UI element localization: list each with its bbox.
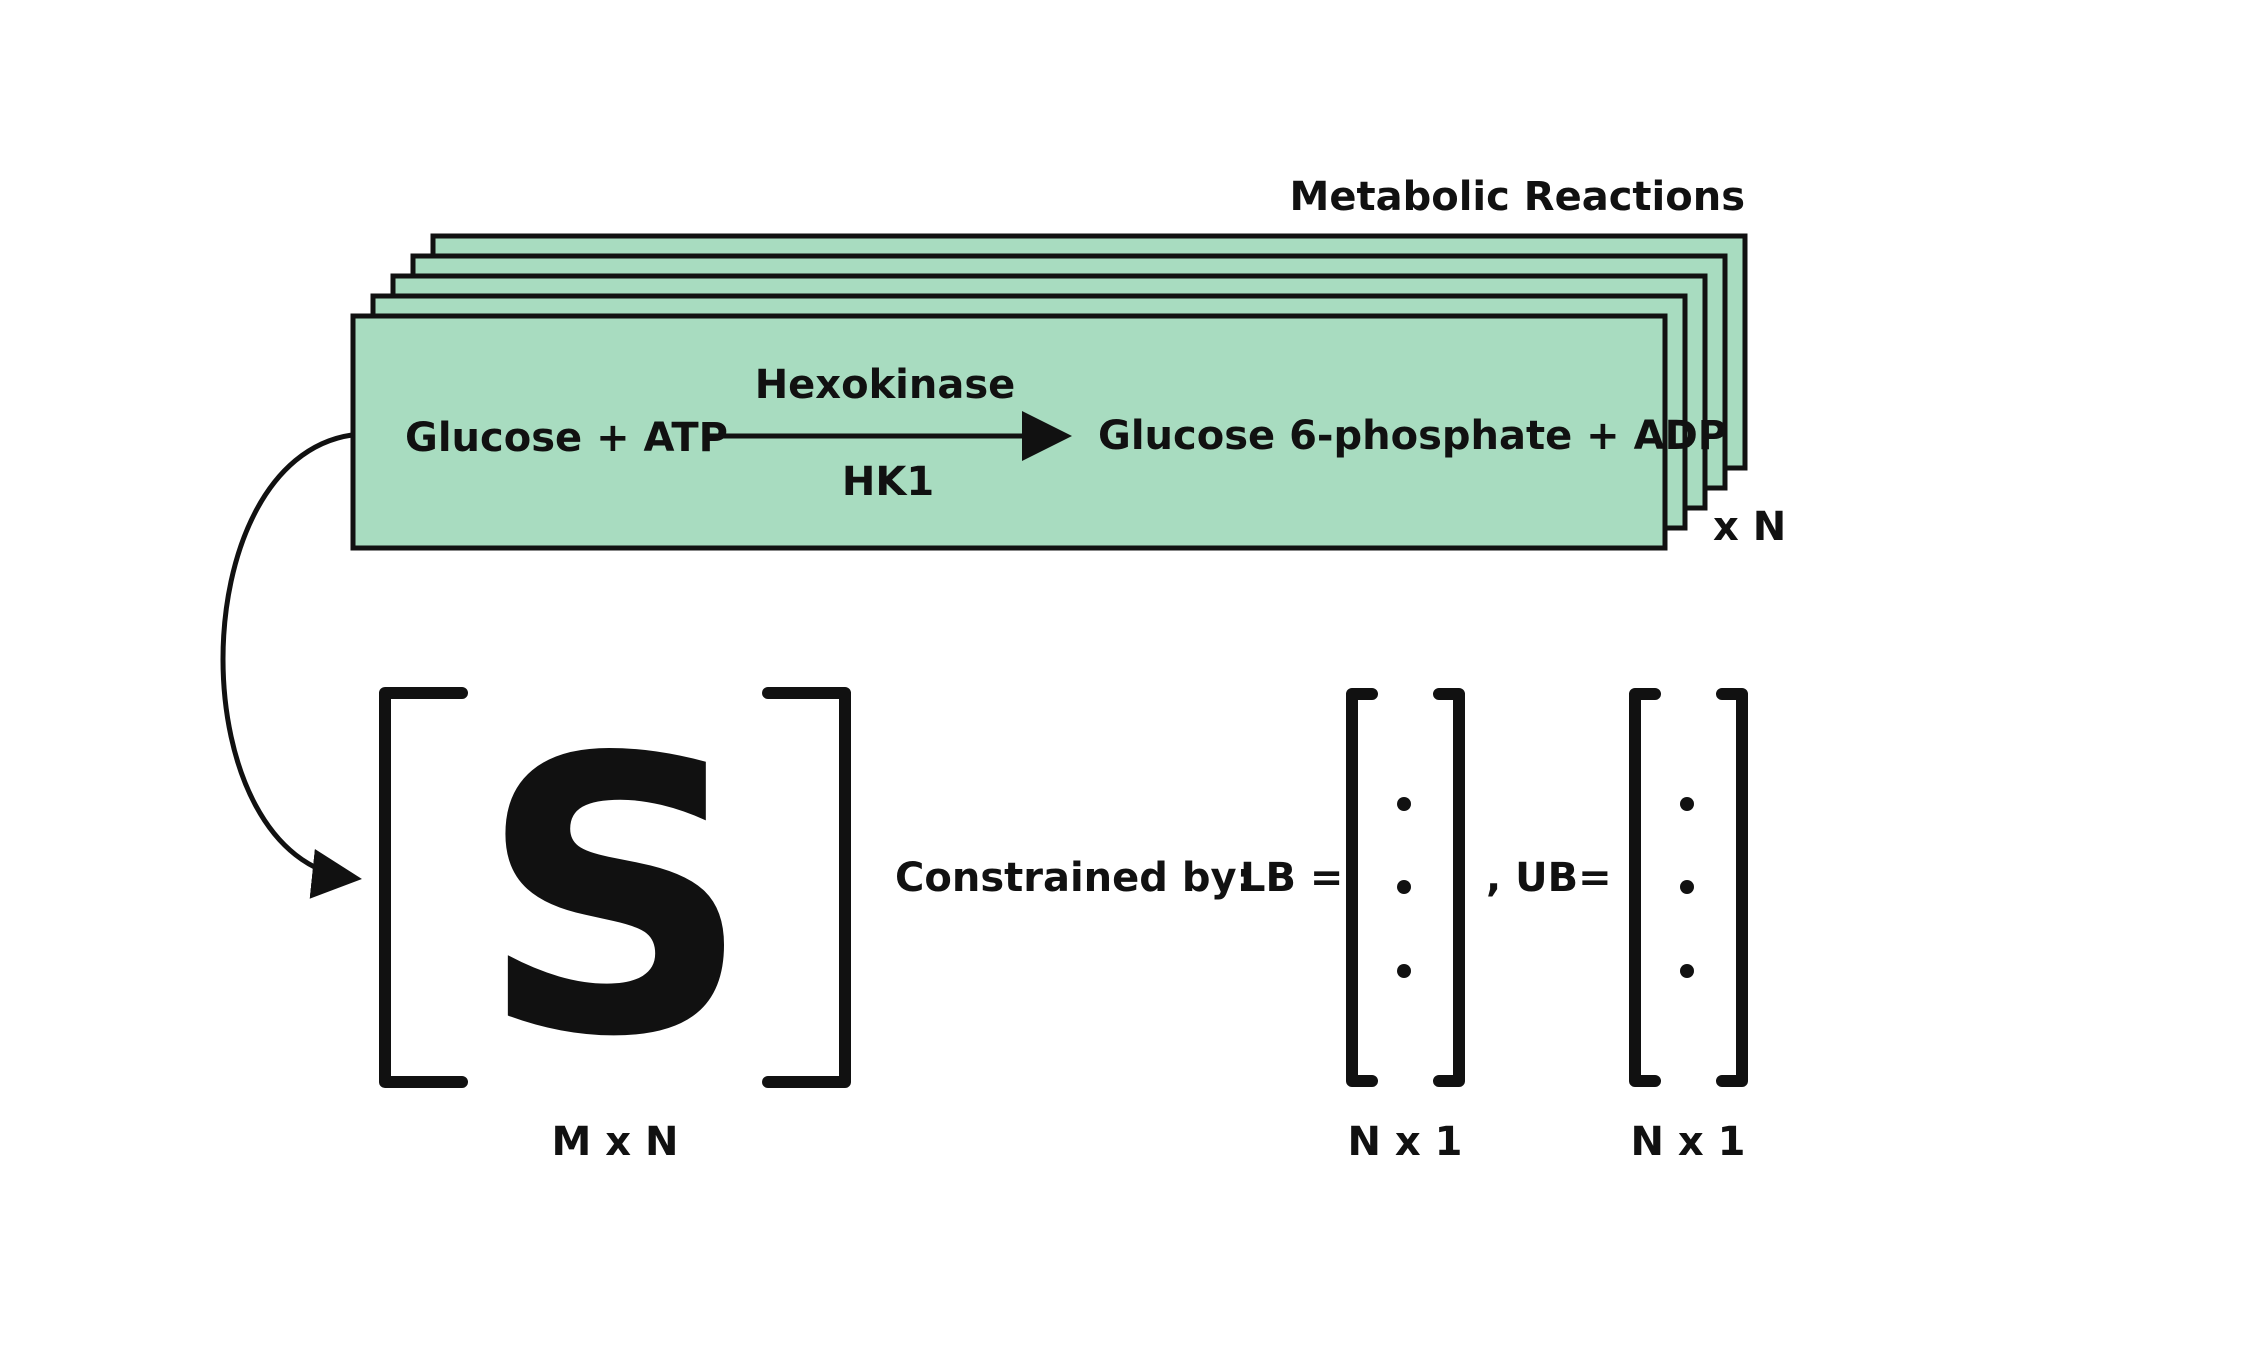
- stoichiometric-matrix: S: [379, 677, 851, 1120]
- reaction-card-front: [350, 313, 1668, 551]
- reaction-substrates: Glucose + ATP: [405, 415, 728, 461]
- lb-right-bracket: [1433, 688, 1465, 1087]
- lb-left-bracket: [1346, 688, 1378, 1087]
- lower-bound-label: LB =: [1240, 855, 1343, 901]
- ub-dot-1: [1680, 797, 1694, 811]
- matrix-right-bracket: [762, 687, 851, 1088]
- reaction-gene: HK1: [842, 459, 934, 505]
- ub-dimension-label: N x 1: [1631, 1119, 1746, 1165]
- ub-left-bracket: [1629, 688, 1661, 1087]
- ub-dot-3: [1680, 964, 1694, 978]
- stack-title: Metabolic Reactions: [1290, 174, 1745, 220]
- constraints-label: Constrained by:: [895, 855, 1253, 901]
- lower-bound-vector: [1346, 688, 1465, 1087]
- stack-count-label: x N: [1713, 504, 1786, 550]
- matrix-symbol: S: [478, 677, 752, 1120]
- matrix-left-bracket: [379, 687, 468, 1088]
- ub-right-bracket: [1716, 688, 1748, 1087]
- reaction-products: Glucose 6-phosphate + ADP: [1098, 413, 1727, 459]
- lb-dot-3: [1397, 964, 1411, 978]
- lb-dot-1: [1397, 797, 1411, 811]
- reaction-card-stack: [350, 233, 1748, 551]
- ub-dot-2: [1680, 880, 1694, 894]
- matrix-dimension-label: M x N: [552, 1119, 679, 1165]
- upper-bound-label: , UB=: [1486, 855, 1612, 901]
- card-to-matrix-connector: [220, 432, 362, 899]
- lb-dot-2: [1397, 880, 1411, 894]
- upper-bound-vector: [1629, 688, 1748, 1087]
- lb-dimension-label: N x 1: [1348, 1119, 1463, 1165]
- reaction-enzyme-name: Hexokinase: [755, 362, 1016, 408]
